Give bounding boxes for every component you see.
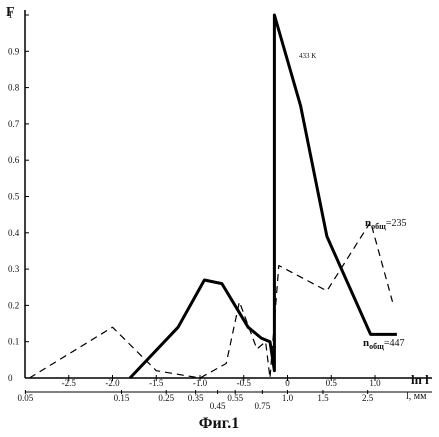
x-tick-l-label: 1.0 (282, 393, 294, 403)
x-tick-ln-label: -1.5 (149, 378, 164, 388)
x-axis-label-ln: ln l (411, 372, 429, 387)
y-tick-label: 0.8 (8, 83, 20, 93)
y-tick-label: 1 (8, 10, 13, 20)
series-label-dashed-value: =235 (386, 218, 407, 229)
x-tick-l-label: 0.75 (254, 401, 270, 411)
x-tick-l-label: 1.5 (317, 393, 329, 403)
x-ticks-ln: -2.5 -2.0 -1.5 -1.0 -0.5 0 0.5 1.0 (62, 375, 381, 388)
x-tick-l-label: 0.05 (17, 393, 33, 403)
x-ticks-l: 0.05 0.15 0.25 0.35 0.450.55 0.75 1.0 1.5 2.5 (17, 390, 374, 411)
x-tick-l-label: 0.55 (227, 393, 243, 403)
x-tick-ln-label: -2.0 (105, 378, 120, 388)
y-ticks: 0 0.1 0.2 0.3 0.4 0.5 0.6 0.7 0.8 0.9 1 (8, 10, 29, 383)
x-tick-l-label: 2.5 (362, 393, 374, 403)
series-label-dashed: nобщ=235 (365, 217, 407, 231)
x-tick-l-label: 0.15 (114, 393, 130, 403)
y-tick-label: 0.3 (8, 264, 20, 274)
x-tick-l-label: 0.25 (158, 393, 174, 403)
x-tick-ln-label: 0 (285, 378, 290, 388)
y-tick-label: 0.2 (8, 300, 19, 310)
x-tick-ln-label: -1.0 (193, 378, 208, 388)
x-tick-ln-label: 0.5 (326, 378, 338, 388)
series-line-solid (128, 13, 397, 380)
axes (24, 10, 432, 393)
x-tick-l-label: 0.35 (188, 393, 204, 403)
series-label-solid-main: n (363, 337, 369, 349)
series-line-dashed (29, 221, 394, 379)
temperature-annotation: 433 K (299, 52, 316, 60)
x-tick-ln-label: -0.5 (237, 378, 252, 388)
series-layer (29, 13, 397, 380)
y-tick-label: 0.4 (8, 228, 20, 238)
x-tick-ln-label: -2.5 (62, 378, 77, 388)
series-label-dashed-sub: общ (371, 222, 386, 231)
x-tick-l-label: 0.45 (210, 401, 226, 411)
y-tick-label: 0.6 (8, 155, 20, 165)
series-label-dashed-main: n (365, 217, 371, 229)
y-tick-label: 0 (8, 373, 13, 383)
y-tick-label: 0.5 (8, 192, 20, 202)
series-label-solid: nобщ=447 (363, 337, 405, 351)
series-label-solid-sub: общ (369, 342, 384, 351)
y-tick-label: 0.7 (8, 119, 20, 129)
series-label-solid-value: =447 (384, 338, 405, 349)
x-axis-label-l: l, мм (406, 391, 427, 402)
figure-caption: Фиг.1 (199, 415, 239, 432)
y-axis-label: F (6, 5, 15, 20)
y-tick-label: 0.1 (8, 337, 19, 347)
y-tick-label: 0.9 (8, 46, 20, 56)
x-tick-ln-label: 1.0 (369, 378, 381, 388)
